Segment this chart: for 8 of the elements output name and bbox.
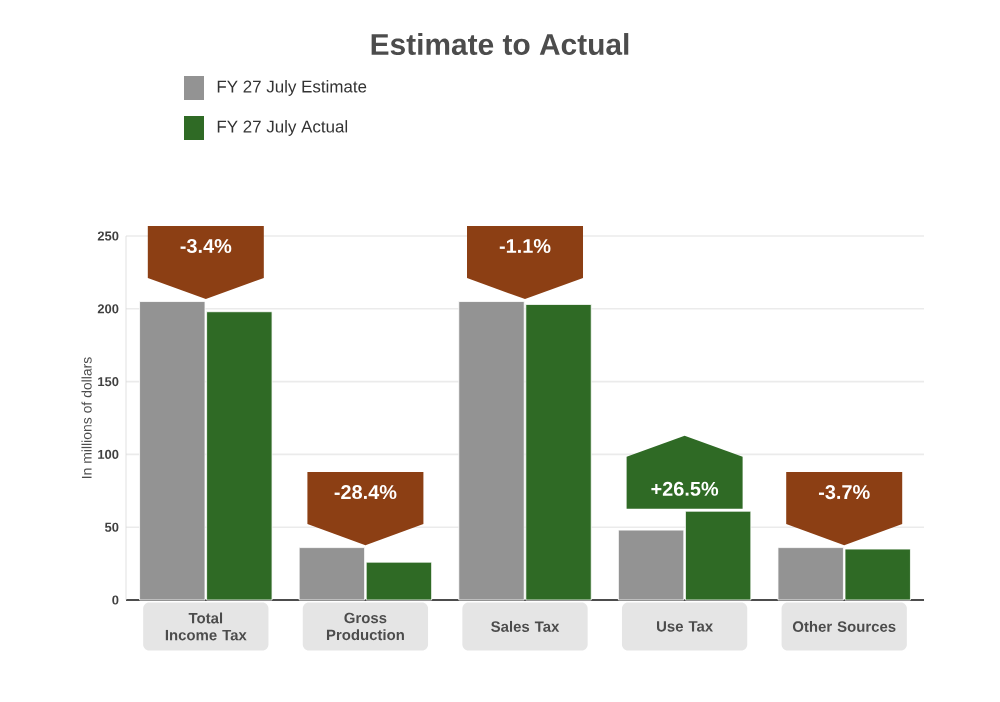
annotation: +26.5% (651, 481, 719, 496)
annotation: -3.4% (180, 238, 232, 254)
legend-label: FY 27 July Actual (217, 120, 348, 136)
chart-title: Estimate to Actual (371, 33, 629, 55)
annotation: -1.1% (499, 238, 551, 254)
legend-label: FY 27 July Estimate (217, 80, 367, 96)
annotation: -3.7% (818, 485, 870, 500)
annotation: -28.4% (334, 485, 397, 500)
